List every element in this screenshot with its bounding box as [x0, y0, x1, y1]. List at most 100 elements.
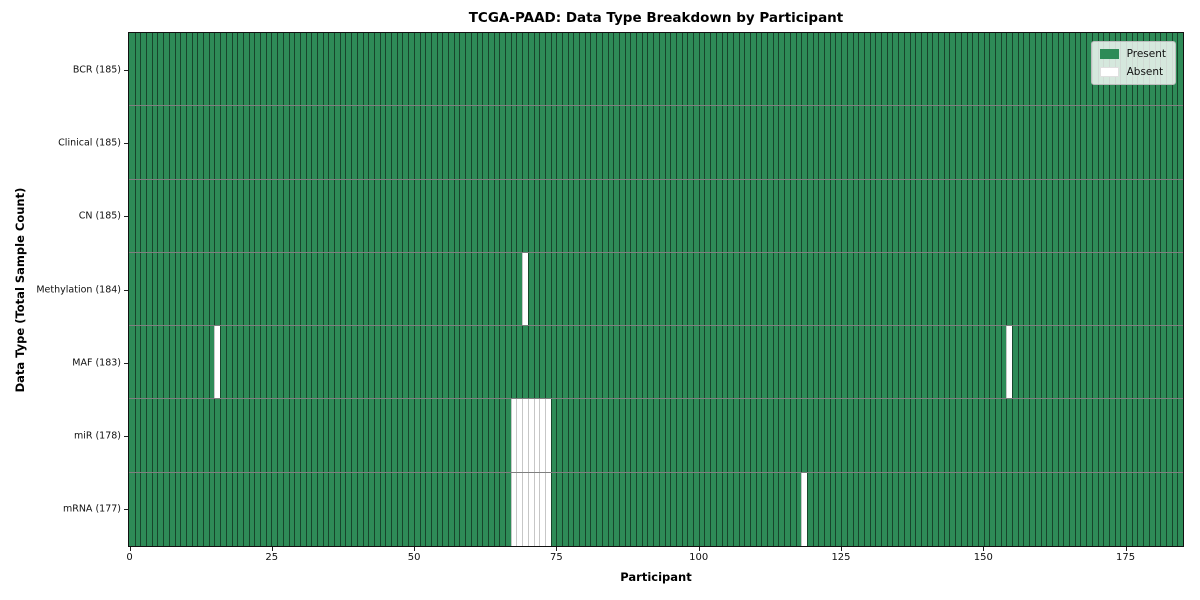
- cell: [539, 252, 545, 326]
- cell: [539, 106, 545, 179]
- cell: [818, 326, 825, 399]
- cell: [510, 326, 517, 399]
- cell: [225, 106, 232, 179]
- cell: [254, 252, 261, 326]
- cell: [881, 33, 887, 106]
- cell: [237, 399, 243, 472]
- cell: [801, 33, 807, 106]
- cell: [1137, 106, 1144, 179]
- cell: [875, 33, 882, 106]
- cell: [1034, 179, 1041, 252]
- cell: [613, 106, 619, 179]
- cell: [812, 106, 819, 179]
- cell: [561, 106, 568, 179]
- cell: [789, 326, 796, 399]
- cell: [191, 179, 198, 252]
- cell: [430, 326, 437, 399]
- cell: [721, 33, 728, 106]
- cell: [448, 252, 454, 326]
- cell: [311, 252, 317, 326]
- cell: [317, 179, 323, 252]
- cell: [328, 106, 335, 179]
- cell: [157, 252, 164, 326]
- cell: [1097, 179, 1104, 252]
- cell: [499, 33, 506, 106]
- cell: [168, 472, 175, 546]
- cell: [396, 326, 403, 399]
- cell: [693, 399, 699, 472]
- cell: [858, 179, 864, 252]
- cell: [818, 33, 825, 106]
- cell: [618, 106, 625, 179]
- cell: [556, 399, 562, 472]
- cell: [841, 179, 847, 252]
- cell: [174, 472, 181, 546]
- cell: [362, 106, 369, 179]
- cell: [516, 472, 523, 546]
- cell: [960, 326, 967, 399]
- cell: [778, 33, 785, 106]
- cell: [1080, 252, 1087, 326]
- cell: [1017, 326, 1024, 399]
- cell: [499, 399, 506, 472]
- cell: [385, 472, 392, 546]
- cell: [134, 326, 141, 399]
- cell: [197, 472, 204, 546]
- cell: [328, 252, 335, 326]
- cell: [869, 326, 876, 399]
- cell: [989, 399, 995, 472]
- cell: [693, 326, 699, 399]
- cell: [373, 326, 380, 399]
- cell: [1017, 179, 1024, 252]
- cell: [1046, 326, 1052, 399]
- x-tick-mark: [414, 547, 416, 551]
- cell: [972, 399, 978, 472]
- cell: [442, 33, 449, 106]
- cell: [579, 252, 585, 326]
- x-tick-label: 50: [407, 552, 421, 563]
- cell: [379, 399, 386, 472]
- cell: [601, 106, 608, 179]
- cell: [784, 326, 790, 399]
- cell: [698, 106, 705, 179]
- cell: [430, 33, 437, 106]
- cell: [225, 179, 232, 252]
- cell: [1046, 106, 1052, 179]
- cell: [955, 399, 961, 472]
- cell: [157, 326, 164, 399]
- cell: [590, 106, 597, 179]
- cell: [738, 179, 745, 252]
- cell: [448, 472, 454, 546]
- cell: [345, 106, 352, 179]
- cell: [288, 252, 295, 326]
- cell: [710, 179, 716, 252]
- chart-title: TCGA-PAAD: Data Type Breakdown by Partic…: [468, 10, 844, 26]
- cell: [846, 326, 853, 399]
- heatmap-row-mrna: [129, 472, 1183, 546]
- cell: [180, 179, 186, 252]
- cell: [1063, 106, 1070, 179]
- cell: [129, 106, 135, 179]
- cell: [898, 179, 904, 252]
- cell: [334, 326, 340, 399]
- cell: [487, 472, 494, 546]
- cell: [750, 179, 756, 252]
- cell: [1120, 106, 1127, 179]
- cell: [351, 33, 357, 106]
- cell: [208, 399, 215, 472]
- cell: [1131, 399, 1138, 472]
- cell: [590, 399, 597, 472]
- cell: [1057, 106, 1064, 179]
- cell: [442, 179, 449, 252]
- cell: [767, 326, 773, 399]
- cell: [271, 179, 278, 252]
- cell: [584, 33, 591, 106]
- cell: [892, 326, 899, 399]
- cell: [806, 33, 813, 106]
- cell: [852, 106, 859, 179]
- cell: [356, 326, 363, 399]
- cell: [356, 399, 363, 472]
- cell: [613, 399, 619, 472]
- cell: [334, 33, 340, 106]
- cell: [311, 33, 317, 106]
